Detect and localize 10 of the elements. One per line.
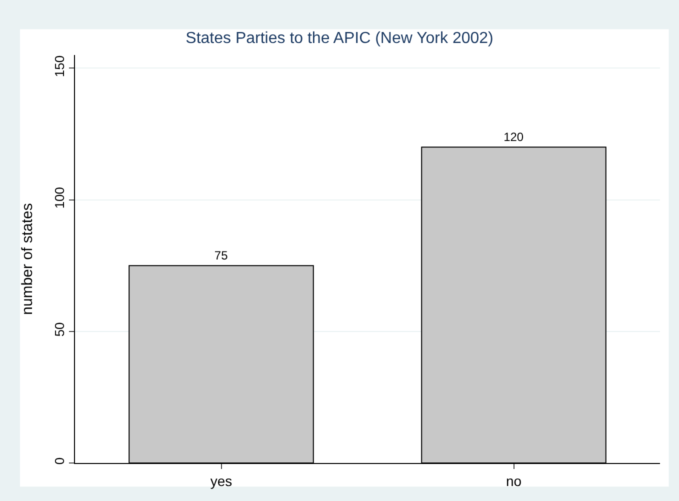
- y-tick-label: 100: [52, 186, 67, 209]
- y-axis-title: number of states: [19, 203, 36, 315]
- x-tick-label: yes: [210, 472, 232, 489]
- data-label: 120: [504, 130, 524, 144]
- data-label: 75: [214, 248, 228, 263]
- y-tick-label: 150: [52, 55, 67, 78]
- chart-title: States Parties to the APIC (New York 2002): [186, 30, 494, 48]
- y-tick-label: 0: [52, 457, 67, 465]
- x-tick-label: no: [506, 472, 522, 489]
- y-tick-label: 50: [52, 322, 67, 337]
